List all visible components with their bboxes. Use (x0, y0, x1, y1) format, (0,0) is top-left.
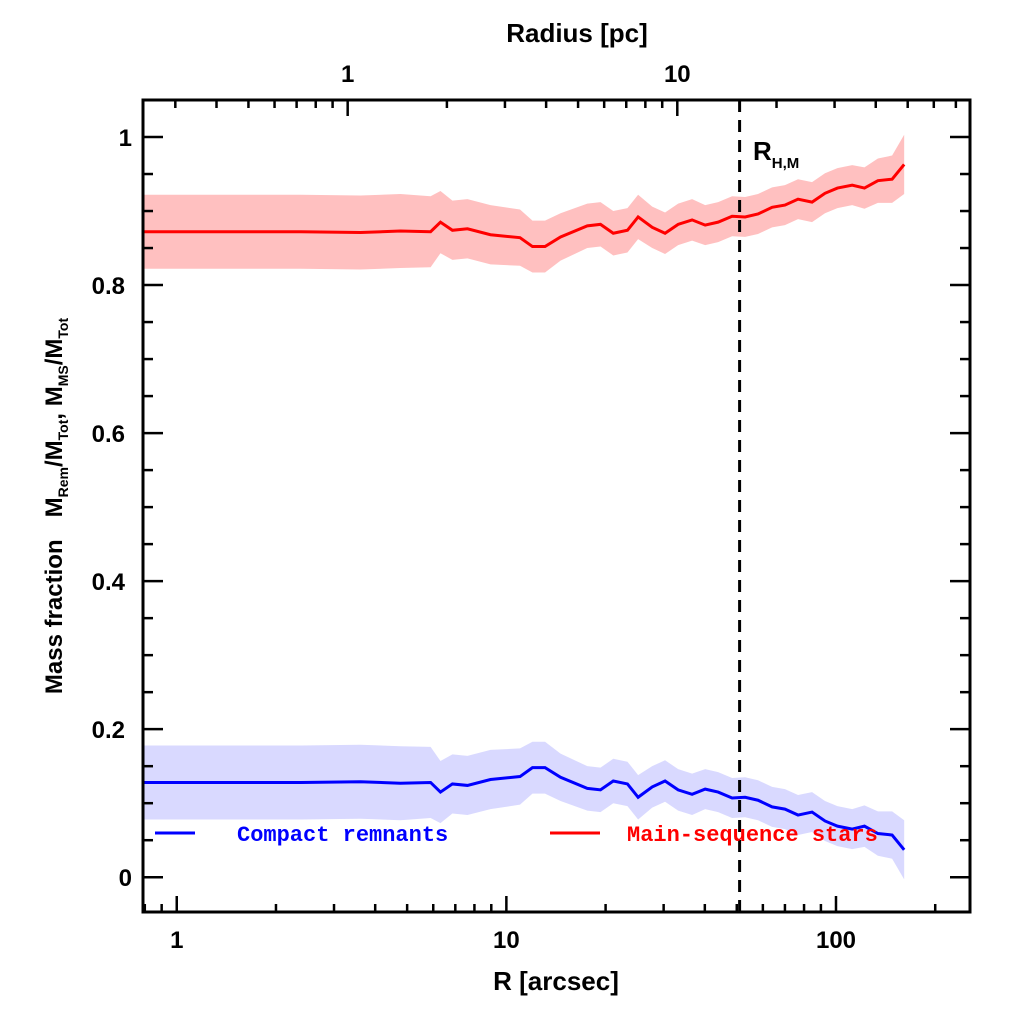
y-tick-label: 0.4 (92, 569, 126, 596)
y-tick-label: 0.6 (92, 421, 125, 448)
y-tick-label: 0 (119, 865, 132, 892)
x-tick-label: 1 (170, 927, 183, 954)
y-tick-label: 0.8 (92, 273, 125, 300)
x2-tick-label: 1 (341, 61, 354, 88)
legend-label-compact-remnants: Compact remnants (237, 823, 448, 848)
vline-label: RH,M (753, 136, 799, 172)
x2-axis-label: Radius [pc] (506, 18, 648, 48)
x2-tick-label: 10 (664, 61, 691, 88)
legend-label-main-sequence-stars: Main-sequence stars (627, 823, 878, 848)
y-tick-label: 1 (119, 125, 132, 152)
legend: Compact remnants Main-sequence stars (155, 823, 878, 848)
x-tick-label: 10 (493, 927, 520, 954)
error-band-compact-remnants (143, 741, 905, 880)
x-axis-label: R [arcsec] (493, 966, 619, 996)
x-tick-label: 100 (816, 927, 856, 954)
error-band-main-sequence-stars (143, 134, 905, 273)
y-tick-label: 0.2 (92, 717, 125, 744)
series-line-compact-remnants (143, 766, 906, 851)
series-line-main-sequence-stars (143, 163, 906, 249)
y-axis-label: Mass fractionMRem/MTot, MMS/MTot (41, 318, 71, 695)
